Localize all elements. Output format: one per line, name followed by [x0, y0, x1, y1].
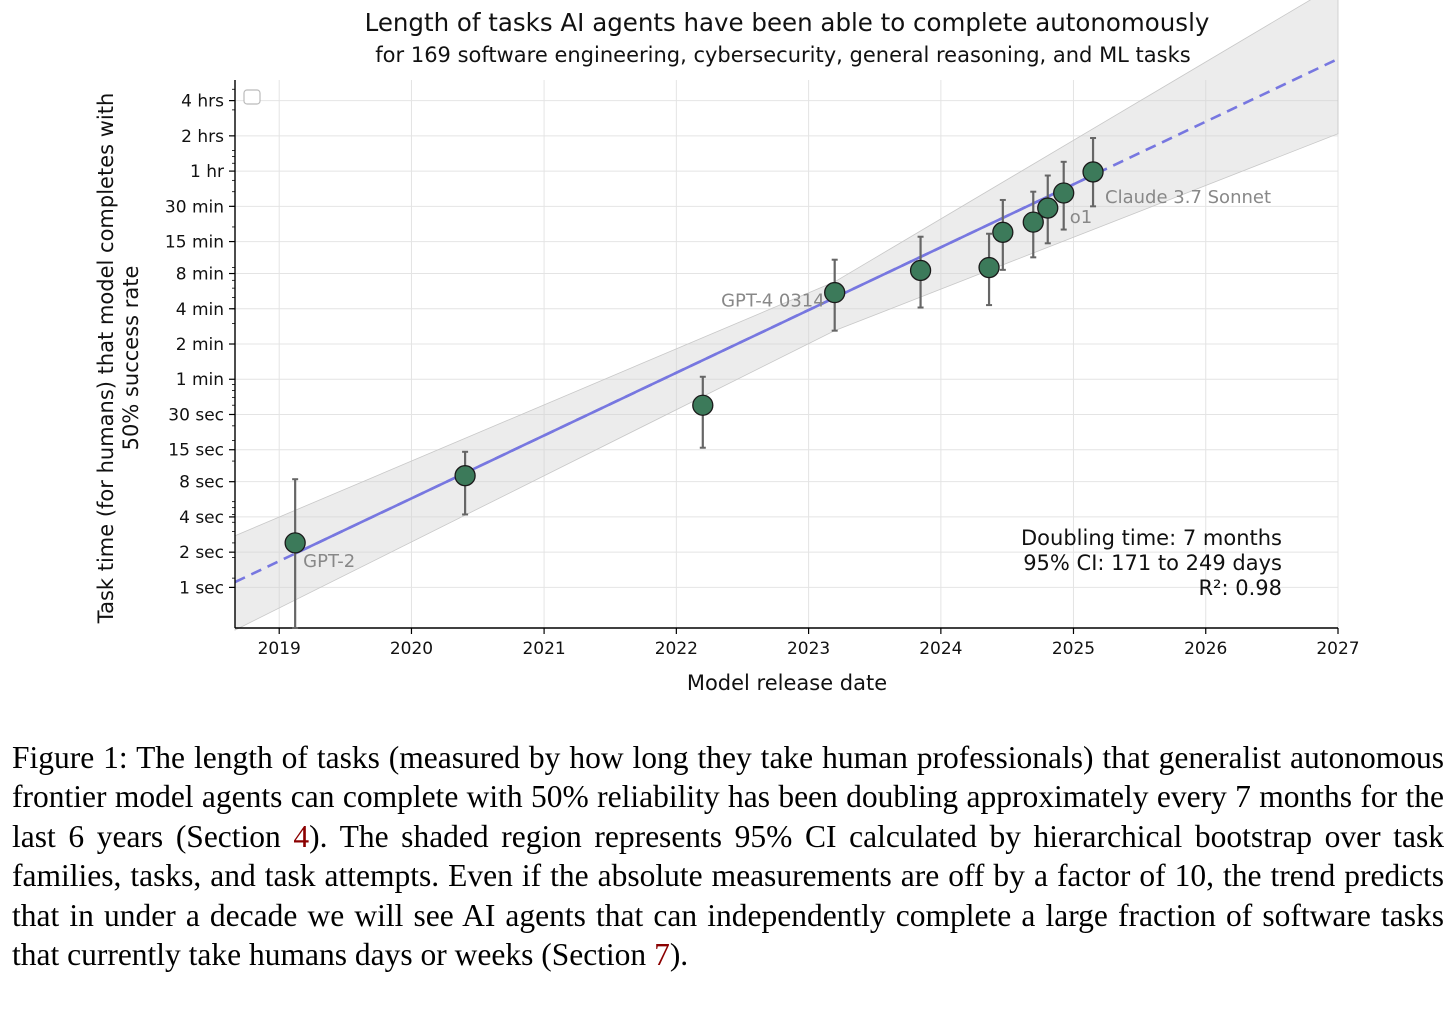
x-tick-label-8: 2027: [1316, 639, 1359, 659]
stats-line-1: Doubling time: 7 months: [1021, 526, 1282, 550]
trend-line-solid: [294, 173, 1094, 555]
caption-text-3: ).: [669, 937, 689, 973]
data-point-2: [692, 394, 714, 416]
data-point-10: [1082, 161, 1104, 183]
y-tick-label-3: 8 sec: [179, 473, 224, 493]
data-points: [284, 161, 1104, 554]
point-labels: GPT-2 GPT-4 0314 o1 Claude 3.7 Sonnet: [303, 187, 1271, 572]
x-tick-label-1: 2020: [390, 639, 433, 659]
point-label-10: Claude 3.7 Sonnet: [1105, 187, 1271, 208]
chart-title: Length of tasks AI agents have been able…: [365, 8, 1210, 37]
section-link-7[interactable]: 7: [654, 937, 670, 973]
y-axis-label-line-1: Task time (for humans) that model comple…: [94, 93, 118, 625]
data-point-7: [1022, 211, 1044, 233]
stats-line-3: R²: 0.98: [1198, 576, 1282, 600]
chart-subtitle: for 169 software engineering, cybersecur…: [375, 43, 1190, 67]
data-point-1: [454, 465, 476, 487]
y-tick-label-13: 2 hrs: [181, 127, 224, 147]
x-tick-label-2: 2021: [522, 639, 565, 659]
x-tick-label-3: 2022: [655, 639, 698, 659]
chart: Length of tasks AI agents have been able…: [94, 0, 1360, 695]
stats-annotation: Doubling time: 7 months 95% CI: 171 to 2…: [1021, 526, 1282, 600]
x-tick-label-0: 2019: [258, 639, 301, 659]
figure-caption: Figure 1: The length of tasks (measured …: [12, 738, 1444, 974]
caption-text-1: Figure 1: The length of tasks (measured …: [12, 740, 1444, 854]
x-axis-label: Model release date: [687, 671, 887, 695]
section-link-4[interactable]: 4: [293, 818, 310, 854]
data-point-3: [824, 281, 846, 304]
y-tick-label-7: 2 min: [176, 335, 224, 355]
y-tick-label-5: 30 sec: [168, 405, 224, 425]
x-ticks: 2019 2020 2021 2022 2023 2024 2025 2026 2027: [258, 628, 1360, 659]
y-tick-label-12: 1 hr: [190, 162, 224, 182]
data-point-0: [284, 532, 306, 554]
point-label-9: o1: [1070, 207, 1092, 228]
stats-line-2: 95% CI: 171 to 249 days: [1023, 551, 1282, 575]
data-point-6: [992, 221, 1014, 243]
y-tick-label-11: 30 min: [165, 197, 224, 217]
y-tick-label-9: 8 min: [176, 265, 224, 285]
data-point-5: [978, 256, 1000, 279]
y-tick-label-6: 1 min: [176, 370, 224, 390]
y-tick-label-8: 4 min: [176, 300, 224, 320]
data-point-4: [909, 259, 932, 282]
x-tick-label-5: 2024: [919, 639, 962, 659]
trend-line: [234, 57, 1339, 584]
x-tick-label-7: 2026: [1184, 639, 1227, 659]
y-axis-label-line-2: 50% success rate: [119, 266, 143, 451]
data-point-9: [1053, 182, 1075, 204]
y-tick-label-10: 15 min: [165, 233, 224, 253]
y-ticks: 1 sec 2 sec 4 sec 8 sec 15 sec 30 sec 1 min 2 m…: [165, 88, 235, 598]
y-tick-label-1: 2 sec: [179, 543, 224, 563]
point-label-3: GPT-4 0314: [721, 291, 825, 312]
x-tick-label-6: 2025: [1052, 639, 1095, 659]
grid: [235, 80, 1339, 628]
y-tick-label-4: 15 sec: [168, 441, 224, 461]
y-tick-label-0: 1 sec: [179, 578, 224, 598]
y-tick-label-14: 4 hrs: [181, 92, 224, 112]
x-tick-label-4: 2023: [787, 639, 830, 659]
legend-box: [243, 89, 261, 105]
y-tick-label-2: 4 sec: [179, 508, 224, 528]
caption-text-2: ). The shaded region represents 95% CI c…: [12, 818, 1445, 973]
point-label-0: GPT-2: [303, 551, 355, 572]
data-point-8: [1037, 197, 1059, 219]
